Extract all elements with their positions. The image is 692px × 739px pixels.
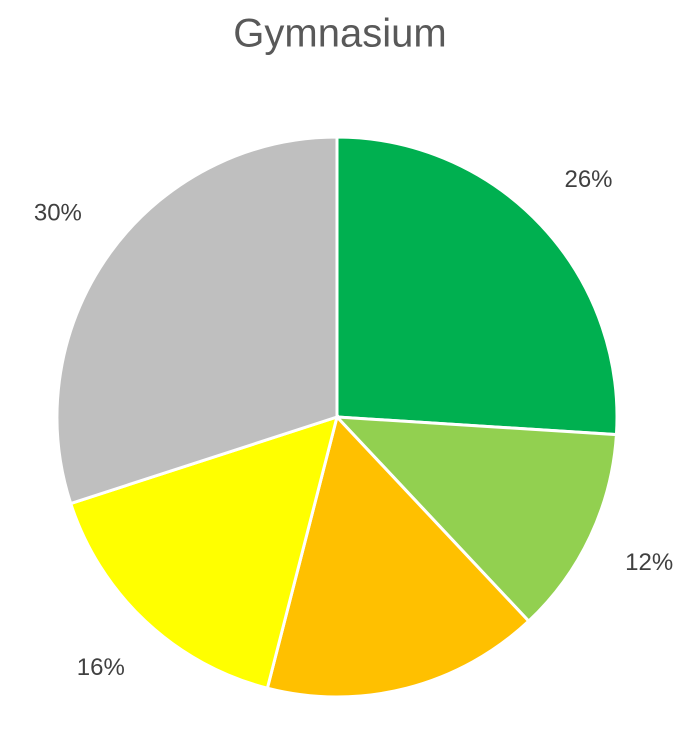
data-label: 16% <box>399 737 447 739</box>
pie-slice <box>335 135 619 437</box>
pie-slice <box>55 135 339 506</box>
data-label: 30% <box>34 200 82 227</box>
pie-slice <box>333 415 619 624</box>
data-label: 12% <box>625 549 673 576</box>
pie-slice <box>68 414 340 691</box>
chart-title: Gymnasium <box>233 12 446 56</box>
data-label: 16% <box>77 654 125 681</box>
data-label: 26% <box>564 166 612 193</box>
pie-slice <box>265 413 531 699</box>
